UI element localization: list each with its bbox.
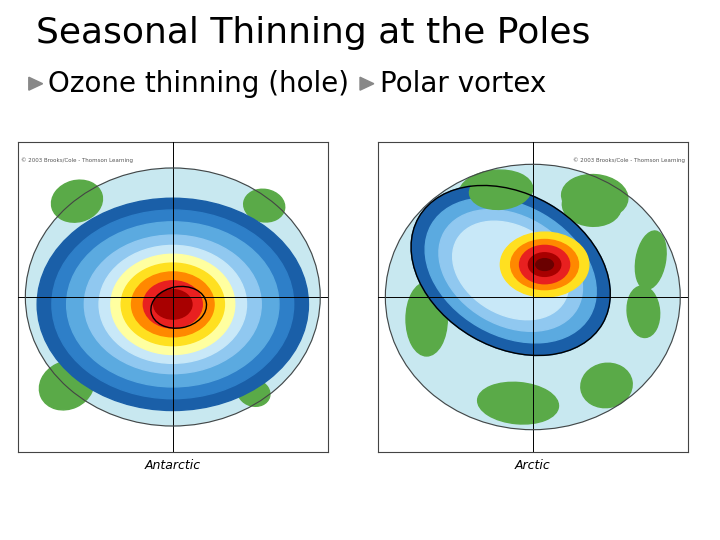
Ellipse shape (385, 164, 680, 430)
Ellipse shape (425, 198, 596, 343)
Ellipse shape (25, 168, 320, 426)
Ellipse shape (562, 185, 621, 226)
Ellipse shape (510, 240, 578, 289)
Ellipse shape (84, 235, 261, 374)
Text: Ozone thinning (hole): Ozone thinning (hole) (48, 70, 349, 98)
Ellipse shape (52, 210, 294, 399)
Ellipse shape (627, 286, 660, 338)
Ellipse shape (67, 222, 279, 387)
Ellipse shape (635, 231, 666, 289)
Ellipse shape (477, 382, 559, 424)
Ellipse shape (243, 189, 284, 222)
Ellipse shape (520, 245, 570, 284)
Ellipse shape (406, 282, 447, 356)
Text: Antarctic: Antarctic (145, 459, 201, 472)
Text: © 2003 Brooks/Cole - Thomson Learning: © 2003 Brooks/Cole - Thomson Learning (572, 157, 685, 163)
Ellipse shape (40, 361, 94, 410)
Ellipse shape (111, 254, 235, 354)
Ellipse shape (459, 170, 533, 212)
Ellipse shape (411, 185, 611, 355)
Ellipse shape (528, 253, 561, 276)
Ellipse shape (562, 174, 628, 219)
Ellipse shape (469, 172, 531, 210)
Text: Seasonal Thinning at the Poles: Seasonal Thinning at the Poles (36, 16, 590, 50)
Ellipse shape (420, 227, 454, 278)
Text: Arctic: Arctic (515, 459, 551, 472)
Ellipse shape (52, 180, 102, 222)
Ellipse shape (581, 363, 632, 408)
Polygon shape (360, 77, 374, 90)
Ellipse shape (153, 289, 192, 319)
Ellipse shape (238, 379, 270, 406)
Ellipse shape (132, 272, 214, 337)
Ellipse shape (453, 221, 569, 320)
Polygon shape (29, 77, 42, 90)
Text: Polar vortex: Polar vortex (379, 70, 546, 98)
Ellipse shape (500, 232, 589, 297)
Text: © 2003 Brooks/Cole - Thomson Learning: © 2003 Brooks/Cole - Thomson Learning (21, 157, 133, 163)
Ellipse shape (439, 210, 582, 332)
Ellipse shape (37, 198, 308, 410)
Ellipse shape (536, 259, 554, 271)
Ellipse shape (143, 281, 202, 328)
Ellipse shape (121, 263, 225, 346)
Ellipse shape (99, 245, 246, 363)
